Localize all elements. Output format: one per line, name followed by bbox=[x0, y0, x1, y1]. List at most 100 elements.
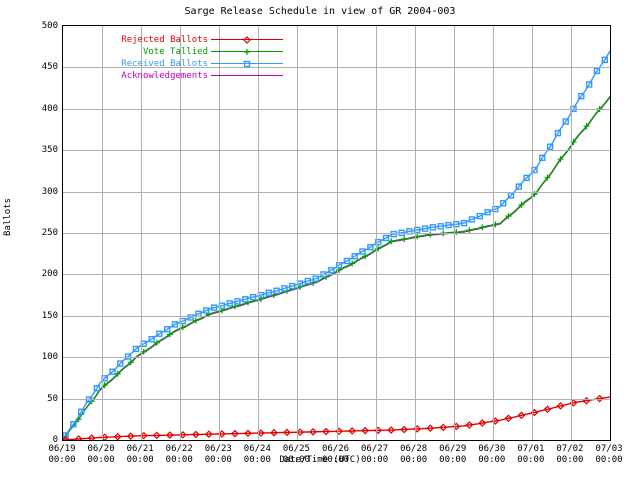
series-marker bbox=[109, 368, 116, 375]
x-tick-label: 06/26 00:00 bbox=[321, 444, 350, 465]
y-tick-label: 150 bbox=[41, 310, 58, 321]
series-marker bbox=[400, 425, 409, 434]
y-tick-label: 200 bbox=[41, 269, 58, 280]
x-tick-label: 06/21 00:00 bbox=[126, 444, 154, 465]
series-marker bbox=[544, 174, 551, 181]
series-marker bbox=[210, 304, 218, 311]
x-tick-label: 06/23 00:00 bbox=[204, 444, 232, 465]
grid-line-horizontal bbox=[63, 192, 610, 193]
series-marker bbox=[117, 360, 124, 367]
series-marker bbox=[421, 225, 429, 232]
grid-line-horizontal bbox=[63, 274, 610, 275]
series-marker bbox=[515, 183, 522, 190]
grid-line-horizontal bbox=[63, 357, 610, 358]
series-marker bbox=[429, 224, 437, 231]
legend-label: Rejected Ballots bbox=[121, 35, 208, 45]
series-marker bbox=[387, 426, 396, 434]
series-marker bbox=[465, 421, 474, 429]
series-marker bbox=[70, 421, 77, 428]
series-marker bbox=[191, 430, 200, 439]
series-marker bbox=[335, 261, 343, 269]
series-marker bbox=[359, 248, 366, 255]
series-marker bbox=[562, 118, 569, 125]
series-marker bbox=[517, 411, 526, 420]
x-tick-label: 06/28 00:00 bbox=[400, 444, 428, 465]
series-marker bbox=[296, 428, 304, 436]
series-marker bbox=[171, 321, 179, 328]
series-marker bbox=[478, 419, 487, 427]
series-marker bbox=[468, 216, 476, 223]
legend-color-swatch bbox=[211, 58, 283, 70]
series-marker bbox=[593, 67, 601, 75]
series-marker bbox=[543, 405, 552, 414]
series-marker bbox=[283, 428, 291, 437]
x-axis-title: Date/Time (UTC) bbox=[279, 455, 361, 465]
series-marker bbox=[426, 424, 435, 433]
series-marker bbox=[63, 435, 70, 440]
series-marker bbox=[304, 277, 312, 285]
series-marker bbox=[281, 285, 288, 292]
series-marker bbox=[445, 221, 452, 229]
y-tick-label: 300 bbox=[41, 186, 58, 197]
series-marker bbox=[601, 56, 608, 63]
grid-line-horizontal bbox=[63, 150, 610, 151]
series-marker bbox=[476, 212, 483, 220]
grid-line-horizontal bbox=[63, 233, 610, 234]
x-tick-label: 06/22 00:00 bbox=[165, 444, 193, 465]
series-marker bbox=[390, 230, 397, 238]
series-marker bbox=[273, 287, 280, 294]
series-marker bbox=[309, 427, 317, 436]
series-marker bbox=[343, 257, 351, 265]
y-tick-label: 250 bbox=[41, 228, 58, 238]
legend-item: Vote Tallied bbox=[66, 46, 286, 58]
series-marker bbox=[242, 296, 249, 303]
x-tick-label: 07/01 00:00 bbox=[517, 444, 545, 465]
series-marker bbox=[583, 123, 590, 130]
series-marker bbox=[312, 275, 319, 282]
legend-item: Acknowledgements bbox=[66, 70, 286, 82]
y-tick-label: 50 bbox=[47, 393, 58, 404]
series-marker bbox=[361, 426, 370, 435]
series-marker bbox=[77, 408, 85, 415]
series-marker bbox=[270, 428, 278, 437]
legend-color-swatch bbox=[211, 46, 283, 58]
x-axis-tick-labels: 06/19 00:00 06/20 00:00 06/21 00:00 06/22 00:00… bbox=[0, 444, 640, 478]
series-marker bbox=[518, 201, 525, 208]
series-marker bbox=[453, 220, 460, 228]
series-marker bbox=[466, 227, 473, 234]
series-marker bbox=[152, 431, 161, 440]
x-tick-label: 07/03 00:00 bbox=[595, 444, 623, 465]
series-marker bbox=[382, 234, 390, 242]
series-marker bbox=[127, 359, 134, 366]
series-marker bbox=[297, 283, 304, 290]
legend: Rejected Ballots Vote Tallied Received Bal… bbox=[66, 34, 286, 82]
series-marker bbox=[414, 226, 421, 234]
series-marker bbox=[132, 345, 140, 353]
series-marker bbox=[163, 326, 171, 333]
grid-line-horizontal bbox=[63, 67, 610, 68]
series-marker bbox=[244, 429, 252, 438]
y-tick-label: 0 bbox=[52, 435, 58, 445]
legend-color-swatch bbox=[211, 34, 283, 46]
series-marker bbox=[557, 156, 564, 163]
series-marker bbox=[231, 429, 239, 438]
series-marker bbox=[504, 414, 513, 423]
y-axis-tick-labels: 0 50 100 150 200 250 300 350 400 450 500 bbox=[0, 21, 58, 445]
series-marker bbox=[124, 353, 132, 360]
y-tick-label: 400 bbox=[41, 103, 58, 114]
series-marker bbox=[87, 434, 96, 440]
legend-item: Received Ballots bbox=[66, 58, 286, 70]
series-marker bbox=[375, 238, 382, 246]
series-marker bbox=[226, 300, 233, 307]
series-marker bbox=[546, 143, 554, 150]
series-marker bbox=[388, 238, 395, 245]
series-marker bbox=[505, 213, 512, 220]
x-tick-label: 06/30 00:00 bbox=[478, 444, 506, 465]
series-marker bbox=[205, 430, 213, 439]
series-marker bbox=[63, 432, 69, 439]
series-marker bbox=[265, 289, 273, 296]
x-tick-label: 06/29 00:00 bbox=[439, 444, 467, 465]
x-tick-label: 06/20 00:00 bbox=[87, 444, 115, 465]
series-marker bbox=[556, 402, 565, 410]
plot-area bbox=[62, 25, 611, 441]
